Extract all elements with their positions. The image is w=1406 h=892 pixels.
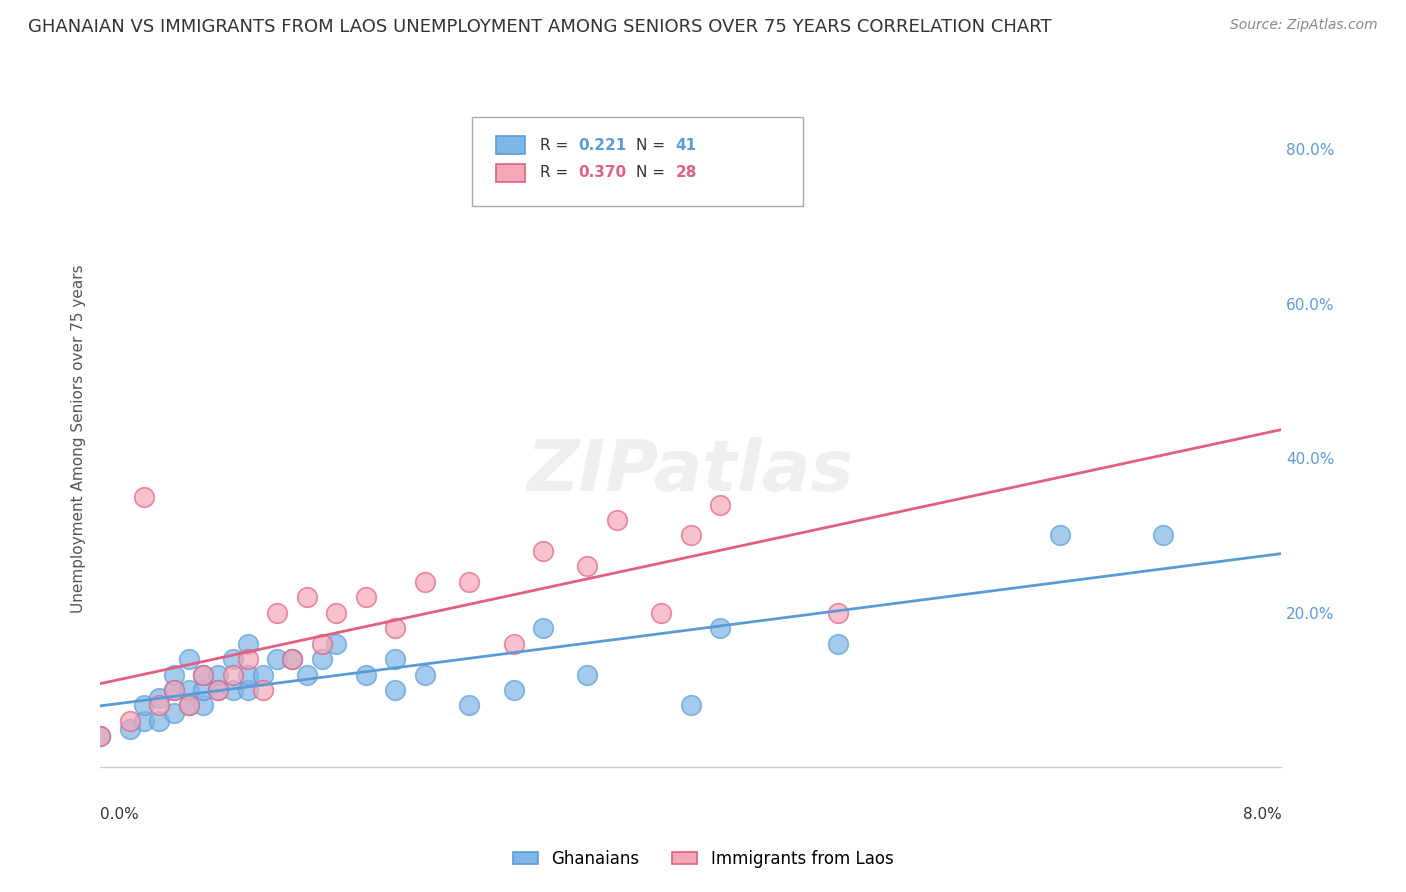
Text: 28: 28 bbox=[675, 165, 697, 180]
Point bbox=[325, 606, 347, 620]
FancyBboxPatch shape bbox=[472, 117, 803, 206]
Point bbox=[207, 683, 229, 698]
Point bbox=[207, 667, 229, 681]
Point bbox=[827, 606, 849, 620]
Point bbox=[679, 528, 702, 542]
Point bbox=[134, 490, 156, 504]
Point bbox=[134, 698, 156, 713]
Point bbox=[236, 667, 259, 681]
Point bbox=[177, 698, 200, 713]
Point bbox=[354, 591, 377, 605]
Point bbox=[311, 637, 333, 651]
Point bbox=[193, 667, 215, 681]
Point bbox=[177, 652, 200, 666]
Point bbox=[281, 652, 304, 666]
Point bbox=[148, 714, 170, 728]
Point bbox=[531, 621, 554, 635]
Point bbox=[325, 637, 347, 651]
Point bbox=[89, 730, 111, 744]
Point bbox=[148, 698, 170, 713]
Point bbox=[295, 667, 318, 681]
Point bbox=[650, 606, 672, 620]
Text: 0.370: 0.370 bbox=[578, 165, 627, 180]
Text: 0.0%: 0.0% bbox=[100, 806, 139, 822]
Point bbox=[236, 683, 259, 698]
Point bbox=[413, 574, 436, 589]
Point bbox=[236, 652, 259, 666]
Point bbox=[252, 667, 274, 681]
Point bbox=[177, 698, 200, 713]
Point bbox=[193, 667, 215, 681]
Legend: Ghanaians, Immigrants from Laos: Ghanaians, Immigrants from Laos bbox=[506, 844, 900, 875]
Point bbox=[148, 690, 170, 705]
Point bbox=[193, 683, 215, 698]
Text: Source: ZipAtlas.com: Source: ZipAtlas.com bbox=[1230, 18, 1378, 32]
Text: N =: N = bbox=[637, 137, 671, 153]
Point bbox=[281, 652, 304, 666]
Bar bbox=[496, 136, 526, 154]
Point bbox=[1152, 528, 1174, 542]
Text: 0.221: 0.221 bbox=[578, 137, 627, 153]
Point bbox=[827, 637, 849, 651]
Point bbox=[709, 621, 731, 635]
Point bbox=[502, 637, 524, 651]
Point bbox=[266, 652, 288, 666]
Point bbox=[177, 683, 200, 698]
Point bbox=[458, 698, 481, 713]
Point bbox=[193, 698, 215, 713]
Point bbox=[606, 513, 628, 527]
Point bbox=[118, 722, 141, 736]
Text: GHANAIAN VS IMMIGRANTS FROM LAOS UNEMPLOYMENT AMONG SENIORS OVER 75 YEARS CORREL: GHANAIAN VS IMMIGRANTS FROM LAOS UNEMPLO… bbox=[28, 18, 1052, 36]
Point bbox=[118, 714, 141, 728]
Point bbox=[222, 652, 245, 666]
Point bbox=[163, 683, 186, 698]
Bar bbox=[496, 163, 526, 182]
Point bbox=[222, 683, 245, 698]
Text: ZIPatlas: ZIPatlas bbox=[527, 437, 855, 506]
Point bbox=[354, 667, 377, 681]
Point bbox=[384, 621, 406, 635]
Point bbox=[207, 683, 229, 698]
Point bbox=[252, 683, 274, 698]
Point bbox=[384, 683, 406, 698]
Point bbox=[295, 591, 318, 605]
Point bbox=[384, 652, 406, 666]
Point bbox=[163, 683, 186, 698]
Point bbox=[576, 559, 599, 574]
Point bbox=[311, 652, 333, 666]
Text: R =: R = bbox=[540, 165, 572, 180]
Point bbox=[413, 667, 436, 681]
Text: N =: N = bbox=[637, 165, 671, 180]
Point bbox=[163, 667, 186, 681]
Point bbox=[134, 714, 156, 728]
Point bbox=[89, 730, 111, 744]
Text: 41: 41 bbox=[675, 137, 696, 153]
Point bbox=[679, 698, 702, 713]
Point bbox=[266, 606, 288, 620]
Point bbox=[502, 683, 524, 698]
Text: 8.0%: 8.0% bbox=[1243, 806, 1281, 822]
Point bbox=[458, 574, 481, 589]
Point bbox=[576, 667, 599, 681]
Point bbox=[531, 544, 554, 558]
Point bbox=[222, 667, 245, 681]
Point bbox=[1049, 528, 1071, 542]
Point bbox=[236, 637, 259, 651]
Point bbox=[163, 706, 186, 721]
Text: R =: R = bbox=[540, 137, 572, 153]
Point bbox=[709, 498, 731, 512]
Y-axis label: Unemployment Among Seniors over 75 years: Unemployment Among Seniors over 75 years bbox=[72, 265, 86, 613]
